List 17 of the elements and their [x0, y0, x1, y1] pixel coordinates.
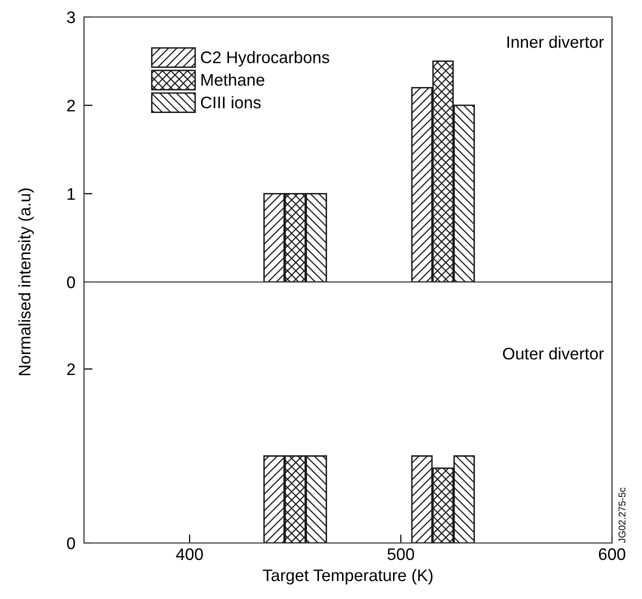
y-tick-label: 3	[67, 11, 75, 24]
text: JG02.275-5c	[618, 488, 626, 543]
annotation: Outer divertor	[502, 347, 604, 360]
y-tick-label: 2	[67, 100, 75, 112]
annotation: Inner divertor	[507, 36, 604, 48]
y-tick-label: 1	[68, 188, 75, 200]
legend-label: Methane	[202, 74, 264, 86]
y-tick-label: 2	[67, 363, 75, 376]
y-tick-label: 0	[67, 276, 76, 288]
x-axis-title: Target Temperature (K)	[262, 568, 432, 584]
legend-label: CIII ions	[200, 96, 261, 108]
x-tick-label: 500	[388, 548, 414, 560]
legend-label: C2 Hydrocarbons	[200, 50, 330, 67]
x-tick-label: 400	[176, 548, 203, 560]
y-tick-label: 0	[67, 537, 76, 550]
y-axis-title: Normalised intensity (a.u)	[18, 188, 34, 376]
x-tick-label: 600	[598, 548, 626, 560]
